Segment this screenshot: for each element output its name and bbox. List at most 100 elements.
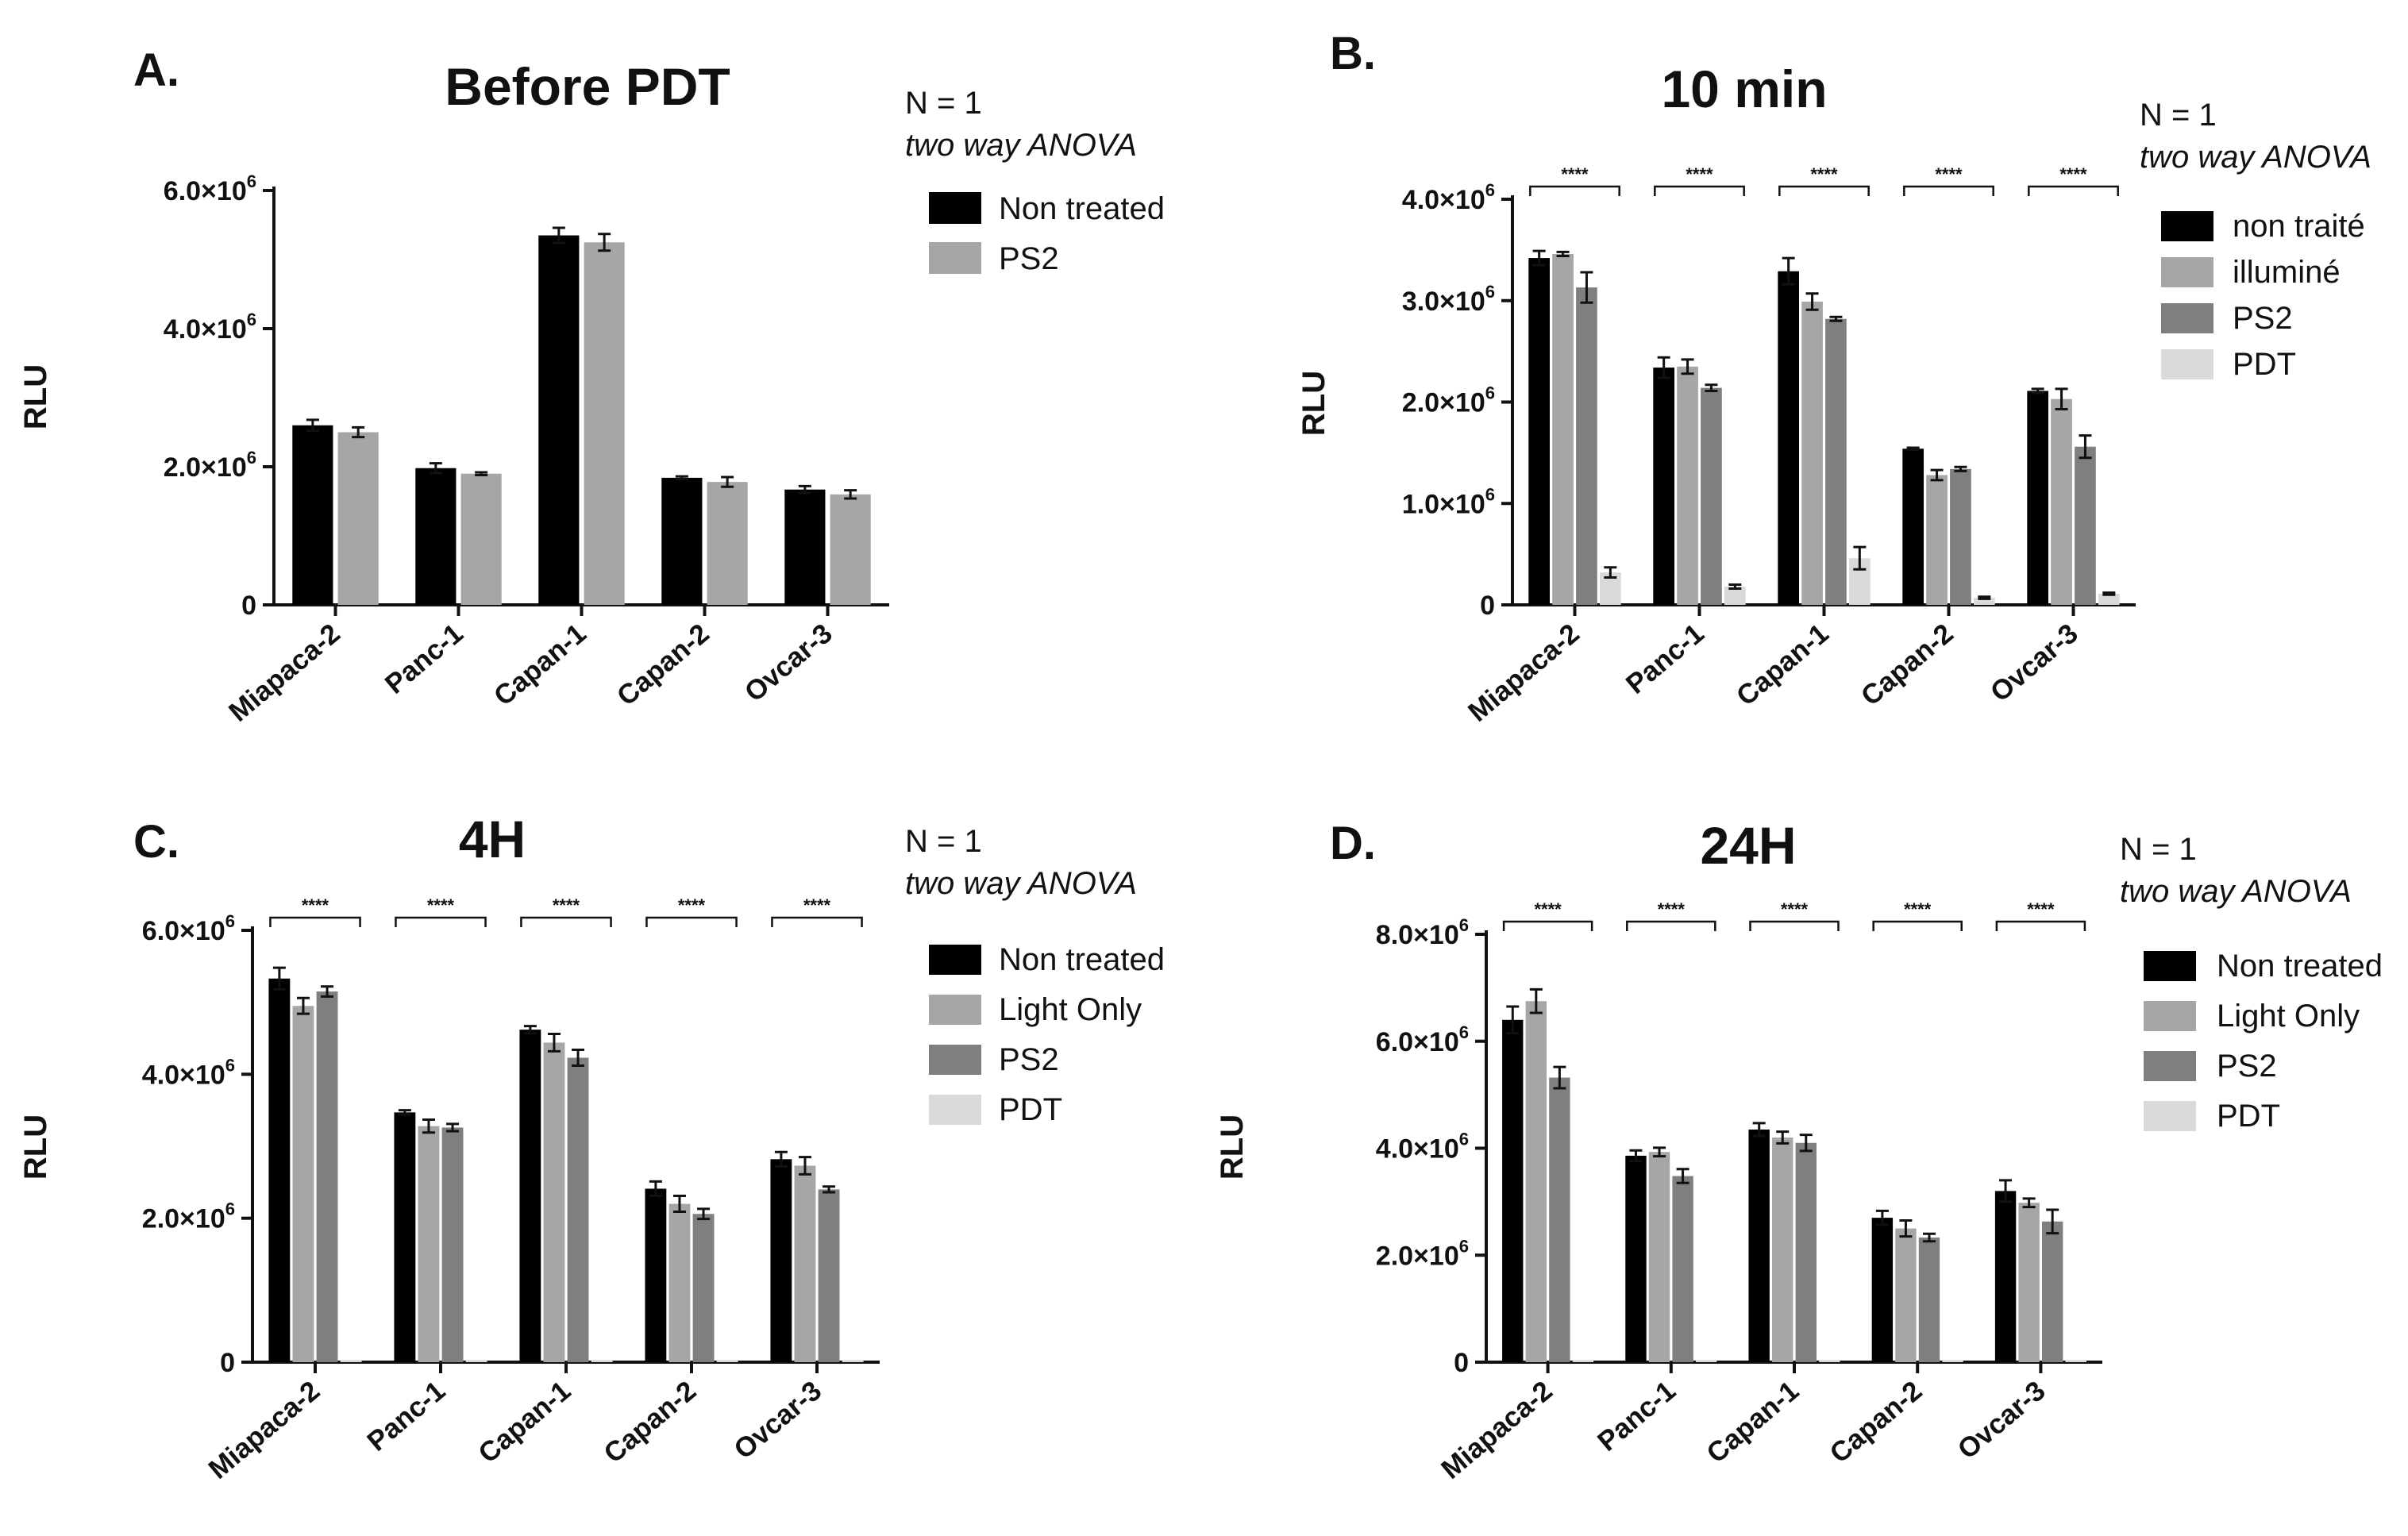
legend-label: PDT (2233, 347, 2296, 382)
significance-label: **** (1810, 164, 1838, 184)
legend-label: PS2 (999, 1042, 1059, 1077)
y-axis-label: RLU (18, 364, 53, 429)
chart-title: 24H (1700, 816, 1796, 875)
bar (1918, 1238, 1940, 1362)
bar (1902, 448, 1924, 605)
bar (794, 1165, 816, 1362)
legend-label: Non treated (999, 942, 1165, 977)
bar (707, 482, 748, 605)
legend-swatch (929, 945, 981, 975)
bar (1795, 1142, 1817, 1362)
y-tick-label: 8.0×106 (1376, 915, 1469, 950)
x-tick-label: Ovcar-3 (1985, 618, 2084, 708)
bar (591, 1360, 613, 1362)
panel-letter: A. (133, 44, 179, 96)
significance-label: **** (2027, 899, 2055, 919)
significance-label: **** (678, 895, 706, 915)
legend-label: PS2 (999, 241, 1059, 276)
x-tick-label: Capan-2 (1855, 618, 1959, 712)
significance-bracket (1872, 920, 1963, 931)
significance-label: **** (553, 895, 580, 915)
bar (418, 1126, 440, 1362)
bar (1819, 1360, 1840, 1362)
bar (1724, 587, 1746, 605)
bar (1825, 318, 1847, 605)
panel-c: C. 4H RLU 0 2.0×106 4.0×106 6.0×106 Miapaca-2 **… (18, 810, 1165, 1485)
bar (2027, 391, 2049, 605)
bar (1772, 1138, 1793, 1362)
bar (692, 1214, 715, 1362)
bar (465, 1360, 487, 1362)
y-tick-label: 2.0×106 (164, 448, 256, 483)
significance-label: **** (1534, 899, 1562, 919)
legend-swatch (929, 242, 981, 274)
bar (1653, 368, 1675, 605)
y-tick-label: 0 (241, 591, 256, 621)
bar (716, 1360, 738, 1362)
bar (1973, 598, 1995, 605)
y-tick-label: 4.0×106 (1376, 1130, 1469, 1165)
significance-label: **** (1935, 164, 1963, 184)
bar (668, 1203, 691, 1362)
note-n: N = 1 (2140, 98, 2217, 133)
bar (1528, 258, 1551, 605)
x-tick-label: Ovcar-3 (728, 1375, 827, 1465)
bar (394, 1112, 416, 1362)
legend-label: non traité (2233, 209, 2365, 244)
panel-letter: C. (133, 816, 179, 868)
bar (543, 1042, 565, 1362)
y-tick-label: 0 (1480, 591, 1495, 621)
y-tick-label: 4.0×106 (142, 1055, 235, 1090)
bar (1576, 287, 1597, 605)
note-n: N = 1 (905, 824, 982, 859)
bar (567, 1057, 589, 1362)
y-tick-label: 4.0×106 (164, 310, 256, 345)
y-tick-label: 6.0×106 (142, 911, 235, 946)
significance-bracket (1529, 185, 1620, 196)
y-tick-label: 6.0×106 (1376, 1022, 1469, 1057)
legend-label: Light Only (999, 992, 1142, 1027)
y-axis-label: RLU (18, 1114, 53, 1180)
chart-title: 4H (459, 810, 526, 868)
significance-label: **** (803, 895, 831, 915)
y-tick-label: 0 (1454, 1348, 1469, 1378)
y-axis-label: RLU (1215, 1114, 1250, 1180)
significance-bracket (269, 916, 361, 927)
bar (415, 468, 457, 605)
significance-bracket (645, 916, 738, 927)
legend-swatch (2144, 1051, 2196, 1081)
bar (661, 477, 703, 605)
legend-swatch (929, 1095, 981, 1125)
bar (292, 1006, 314, 1362)
bar (1502, 1019, 1524, 1362)
panel-d: D. 24H RLU 0 2.0×106 4.0×106 6.0×106 8.0×106 Mia… (1215, 816, 2383, 1485)
legend-label: illuminé (2233, 255, 2341, 290)
bar (584, 242, 625, 605)
significance-bracket (395, 916, 487, 927)
significance-bracket (1749, 920, 1840, 931)
x-tick-label: Panc-1 (1592, 1375, 1682, 1457)
significance-label: **** (1686, 164, 1713, 184)
bar (842, 1360, 864, 1362)
bar (1748, 1129, 1770, 1362)
y-axis-label: RLU (1296, 371, 1331, 436)
note-n: N = 1 (905, 86, 982, 121)
x-tick-label: Miapaca-2 (1435, 1375, 1558, 1485)
bar (830, 494, 871, 605)
legend-label: Non treated (2217, 949, 2383, 984)
y-tick-label: 0 (220, 1348, 235, 1378)
bar (1871, 1218, 1894, 1362)
bar (1552, 253, 1574, 605)
significance-bracket (1654, 185, 1745, 196)
bar (784, 489, 826, 605)
bar (2051, 398, 2072, 605)
x-tick-label: Capan-1 (1731, 618, 1835, 712)
bar (1801, 302, 1823, 605)
x-tick-label: Miapaca-2 (223, 618, 346, 728)
x-tick-label: Ovcar-3 (739, 618, 838, 708)
legend-label: Light Only (2217, 999, 2360, 1034)
bar (268, 978, 291, 1362)
bar (1677, 366, 1698, 605)
y-tick-label: 2.0×106 (142, 1199, 235, 1234)
